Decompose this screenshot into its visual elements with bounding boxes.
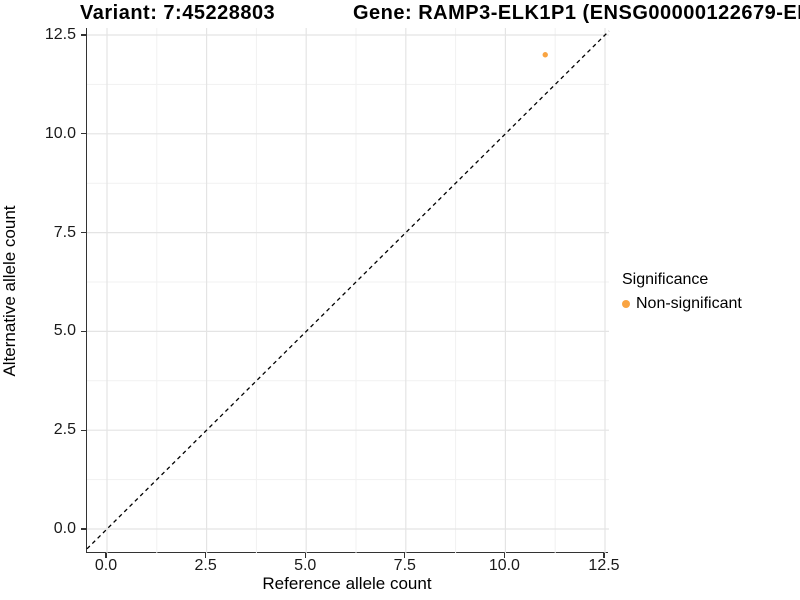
scatter-point — [542, 52, 548, 58]
x-tick-mark — [603, 553, 605, 558]
identity-reference-line — [86, 30, 610, 550]
y-tick-mark — [81, 133, 86, 135]
y-tick-mark — [81, 429, 86, 431]
legend: Significance Non-significant — [622, 270, 742, 314]
x-tick-mark — [105, 553, 107, 558]
y-tick-label: 12.5 — [44, 26, 76, 43]
data-points — [542, 52, 548, 58]
y-axis-title: Alternative allele count — [0, 205, 19, 377]
x-axis-title: Reference allele count — [262, 574, 432, 593]
grid-major-lines — [87, 28, 609, 553]
variant-title: Variant: 7:45228803 — [80, 2, 276, 24]
plot-panel — [86, 28, 610, 553]
legend-point-swatch — [622, 300, 630, 308]
x-tick-mark — [503, 553, 506, 558]
x-tick-label: 10.0 — [488, 557, 520, 574]
gene-title: Gene: RAMP3-ELK1P1 (ENSG00000122679-ENS — [353, 2, 800, 24]
x-tick-label: 0.0 — [94, 557, 118, 574]
x-tick-label: 2.5 — [194, 557, 217, 574]
y-tick-mark — [81, 528, 86, 530]
y-tick-mark — [81, 231, 86, 234]
legend-item: Non-significant — [622, 294, 742, 314]
y-tick-label: 2.5 — [53, 421, 76, 439]
plot-canvas — [86, 28, 610, 553]
y-tick-label: 7.5 — [53, 223, 76, 241]
x-tick-label: 7.5 — [393, 557, 416, 574]
y-tick-mark — [81, 330, 86, 333]
x-tick-mark — [404, 553, 406, 558]
x-tick-label: 12.5 — [588, 557, 620, 574]
legend-title: Significance — [622, 271, 709, 288]
x-tick-mark — [204, 553, 207, 558]
x-tick-label: 5.0 — [294, 557, 317, 574]
grid-minor-lines — [87, 28, 609, 553]
y-tick-mark — [81, 34, 86, 36]
y-tick-label: 5.0 — [53, 322, 76, 340]
x-tick-mark — [304, 553, 306, 558]
y-tick-label: 10.0 — [44, 124, 76, 142]
y-tick-label: 0.0 — [53, 520, 76, 537]
legend-item-label: Non-significant — [636, 295, 742, 312]
